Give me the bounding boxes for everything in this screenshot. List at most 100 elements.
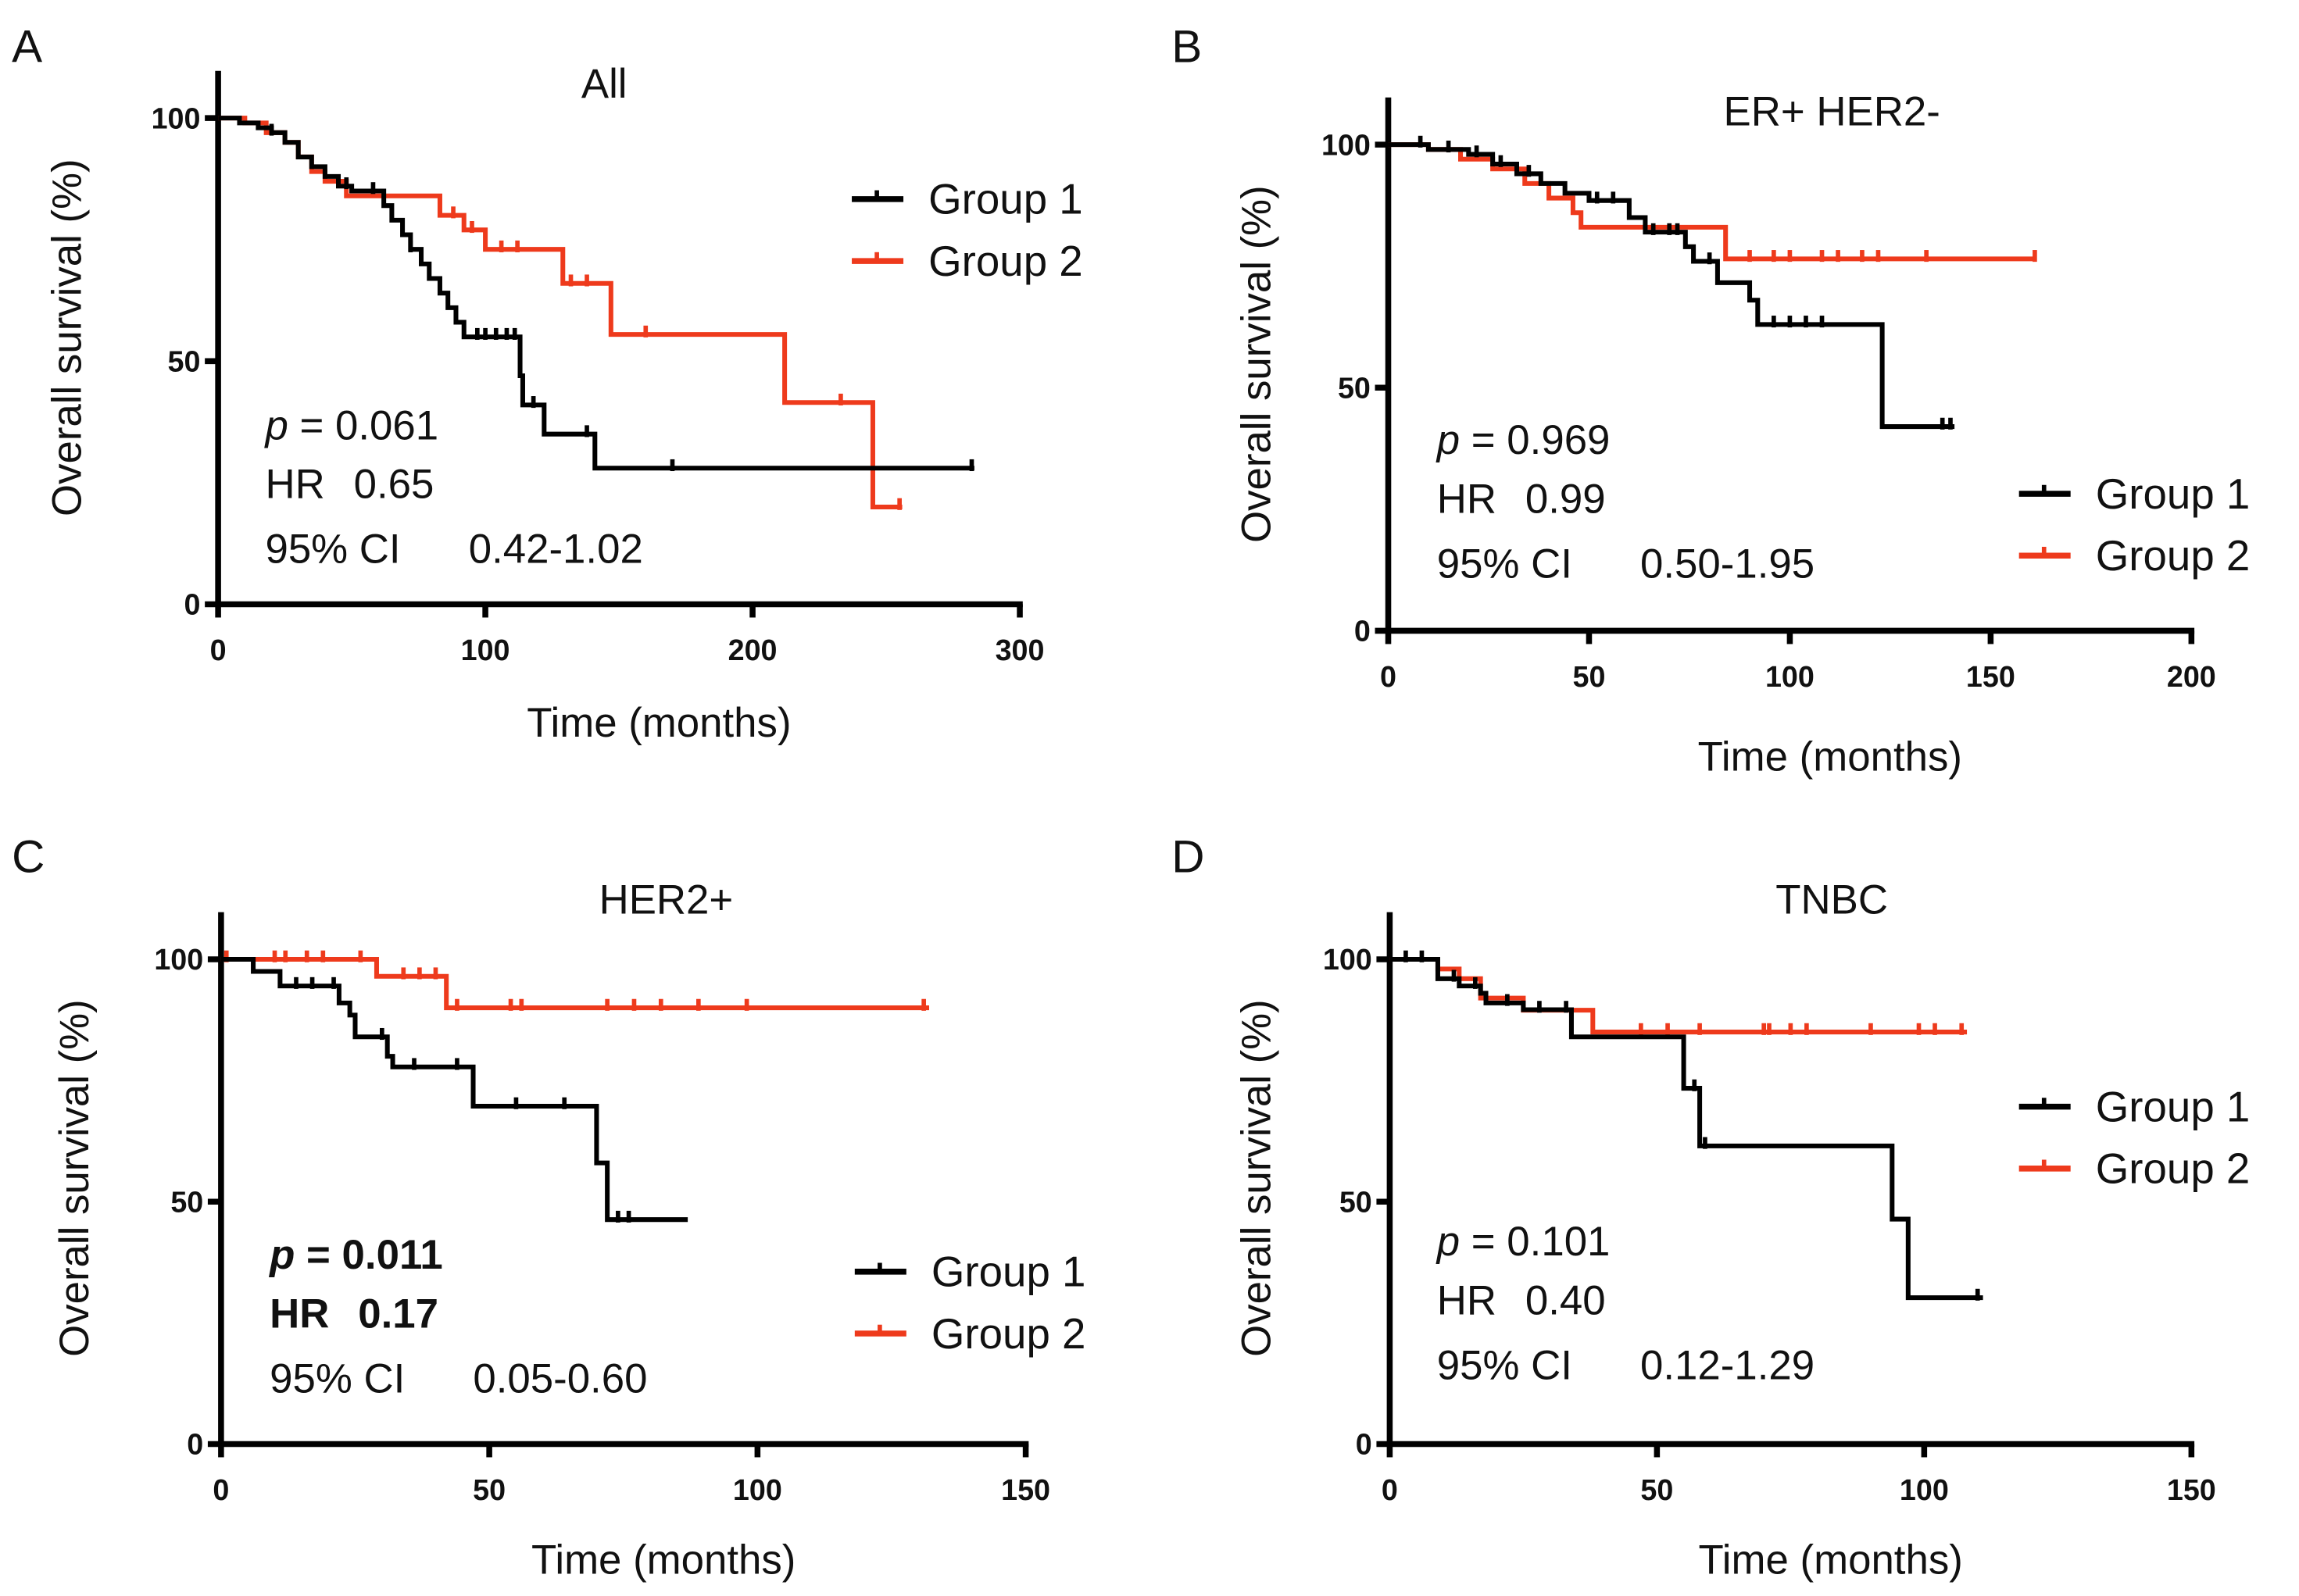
hazard-ratio: HR 0.99	[1437, 477, 1606, 523]
hazard-ratio: HR 0.65	[265, 462, 434, 508]
y-axis-label: Overall survival (%)	[1234, 999, 1280, 1357]
survival-curve-group-2	[220, 956, 930, 1011]
p-value-text: = 0.969	[1460, 417, 1610, 463]
x-tick-label: 50	[473, 1473, 506, 1506]
y-tick-label: 100	[1323, 943, 1372, 976]
chart-title: All	[581, 61, 627, 107]
y-tick-label: 50	[1338, 371, 1371, 404]
chart-title: ER+ HER2-	[1724, 89, 1940, 135]
x-axis-label: Time (months)	[1698, 1537, 1962, 1583]
y-tick-label: 0	[1356, 1428, 1372, 1461]
x-tick-label: 100	[1765, 660, 1815, 693]
survival-curve-group-1	[218, 116, 974, 471]
y-tick-label: 0	[187, 1428, 203, 1461]
confidence-interval: 95% CI 0.42-1.02	[265, 527, 642, 573]
x-tick-label: 0	[210, 634, 227, 666]
hr-label: HR	[270, 1291, 329, 1337]
y-tick-label: 50	[1339, 1185, 1372, 1218]
y-tick-label: 50	[168, 345, 201, 378]
panel-A: A All 0 100 200 300 0 50 100 Time (months) Overall…	[12, 21, 1083, 746]
p-label: p	[263, 402, 288, 448]
x-tick-label: 150	[1966, 660, 2015, 693]
panel-letter: B	[1171, 21, 1202, 72]
x-tick-label: 100	[733, 1473, 782, 1506]
y-tick-label: 0	[1354, 615, 1371, 648]
panel-letter: D	[1171, 832, 1204, 883]
hr-value: 0.17	[358, 1291, 438, 1337]
survival-curve-group-1	[1388, 142, 1955, 430]
legend-label-group-1: Group 1	[928, 175, 1083, 223]
x-tick-label: 300	[996, 634, 1045, 666]
y-tick-label: 100	[152, 102, 201, 134]
ci-label: 95% CI	[1437, 1342, 1572, 1388]
survival-curve-group-2	[1389, 956, 1968, 1035]
x-tick-label: 200	[728, 634, 778, 666]
confidence-interval: 95% CI 0.05-0.60	[270, 1355, 647, 1401]
p-label: p	[1436, 417, 1460, 463]
x-tick-label: 150	[2167, 1473, 2216, 1506]
legend-label-group-2: Group 2	[2096, 1144, 2251, 1193]
x-axis-label: Time (months)	[1698, 734, 1962, 780]
hazard-ratio: HR 0.40	[1437, 1278, 1606, 1324]
p-value-text: = 0.011	[295, 1232, 442, 1278]
ci-value: 0.12-1.29	[1640, 1342, 1815, 1388]
panel-letter: C	[12, 832, 45, 883]
panel-letter: A	[12, 21, 42, 72]
p-label: p	[268, 1232, 295, 1278]
chart-title: TNBC	[1775, 877, 1888, 923]
p-value-text: = 0.101	[1460, 1219, 1610, 1265]
x-axis-label: Time (months)	[531, 1537, 796, 1583]
y-tick-label: 50	[170, 1185, 203, 1218]
p-value: p = 0.969	[1436, 417, 1611, 463]
x-tick-label: 100	[1900, 1473, 1949, 1506]
ci-value: 0.42-1.02	[469, 527, 643, 573]
x-tick-label: 50	[1640, 1473, 1673, 1506]
x-tick-label: 0	[1380, 660, 1396, 693]
hr-value: 0.99	[1525, 477, 1606, 523]
hr-label: HR	[1437, 1278, 1496, 1324]
survival-curve-group-2	[1388, 142, 2035, 262]
x-tick-label: 50	[1573, 660, 1606, 693]
hr-label: HR	[1437, 477, 1496, 523]
confidence-interval: 95% CI 0.12-1.29	[1437, 1342, 1815, 1388]
y-tick-label: 100	[1321, 128, 1371, 161]
ci-label: 95% CI	[265, 527, 400, 573]
x-tick-label: 0	[213, 1473, 229, 1506]
y-axis-label: Overall survival (%)	[1234, 185, 1280, 543]
legend-label-group-1: Group 1	[931, 1248, 1086, 1296]
ci-label: 95% CI	[270, 1355, 405, 1401]
hazard-ratio: HR 0.17	[270, 1291, 438, 1337]
survival-curve-group-2	[218, 116, 903, 510]
y-axis-label: Overall survival (%)	[52, 999, 98, 1357]
ci-label: 95% CI	[1437, 541, 1572, 587]
hr-label: HR	[265, 462, 324, 508]
legend-label-group-2: Group 2	[2096, 531, 2251, 580]
legend-label-group-1: Group 1	[2096, 1082, 2251, 1130]
y-axis-label: Overall survival (%)	[45, 159, 91, 516]
hr-value: 0.40	[1525, 1278, 1606, 1324]
x-tick-label: 0	[1382, 1473, 1398, 1506]
p-label: p	[1436, 1219, 1460, 1265]
x-axis-label: Time (months)	[527, 700, 791, 746]
legend-label-group-2: Group 2	[931, 1309, 1086, 1358]
y-tick-label: 100	[154, 943, 203, 976]
chart-title: HER2+	[599, 877, 734, 923]
survival-curve-group-1	[220, 956, 688, 1223]
p-value: p = 0.011	[268, 1232, 443, 1278]
legend-label-group-1: Group 1	[2096, 470, 2251, 518]
legend-label-group-2: Group 2	[928, 237, 1083, 285]
survival-curve-group-1	[1389, 956, 1983, 1301]
ci-value: 0.05-0.60	[473, 1355, 647, 1401]
panel-B: B ER+ HER2- 0 50 100 150 200 0 50 100 Time (months…	[1171, 21, 2250, 780]
hr-value: 0.65	[354, 462, 434, 508]
x-tick-label: 100	[461, 634, 510, 666]
panel-D: D TNBC 0 50 100 150 0 50 100 Time (months) Overall…	[1171, 832, 2250, 1584]
panel-C: C HER2+ 0 50 100 150 0 50 100 Time (months) Overal…	[12, 832, 1085, 1584]
confidence-interval: 95% CI 0.50-1.95	[1437, 541, 1815, 587]
x-tick-label: 150	[1001, 1473, 1050, 1506]
p-value-text: = 0.061	[288, 402, 438, 448]
ci-value: 0.50-1.95	[1640, 541, 1815, 587]
p-value: p = 0.101	[1436, 1219, 1611, 1265]
p-value: p = 0.061	[263, 402, 438, 448]
